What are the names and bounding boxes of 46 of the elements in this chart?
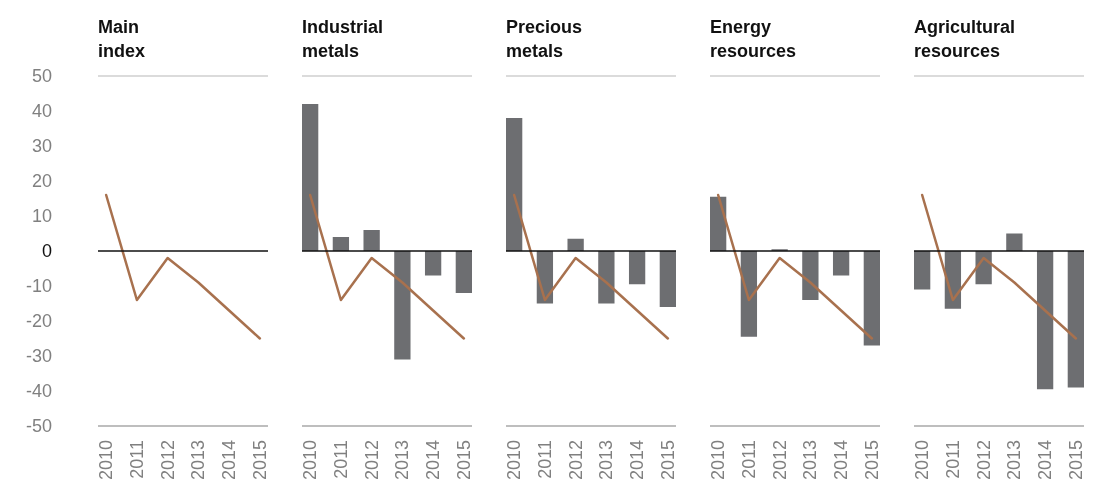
x-tick-label: 2011: [534, 440, 555, 479]
x-tick-label: 2010: [708, 440, 729, 481]
y-tick-label: 30: [31, 136, 52, 156]
x-tick-label: 2012: [157, 440, 178, 481]
x-tick-label: 2012: [565, 440, 586, 481]
x-tick-label: 2012: [769, 440, 790, 481]
y-tick-label: -40: [25, 381, 52, 401]
y-tick-label: 50: [31, 66, 52, 86]
x-tick-label: 2012: [361, 440, 382, 481]
x-tick-label: 2013: [596, 440, 617, 481]
x-tick-label: 2015: [861, 440, 882, 481]
x-tick-label: 2011: [942, 440, 963, 479]
chart-title: Precious metals: [506, 17, 583, 61]
y-tick-label: 10: [31, 206, 52, 226]
x-tick-label: 2012: [973, 440, 994, 481]
x-tick-label: 2013: [188, 440, 209, 481]
chart-title: Agricultural resources: [914, 17, 1016, 61]
x-tick-label: 2014: [1035, 440, 1056, 481]
x-tick-label: 2013: [800, 440, 821, 481]
y-tick-label: 20: [31, 171, 52, 191]
chart-title: Energy resources: [710, 17, 797, 61]
x-tick-label: 2013: [392, 440, 413, 481]
x-tick-label: 2010: [504, 440, 525, 481]
x-tick-label: 2015: [453, 440, 474, 481]
x-tick-label: 2010: [300, 440, 321, 481]
x-tick-label: 2015: [1065, 440, 1086, 481]
y-tick-label: 40: [31, 101, 52, 121]
y-tick-label: -30: [25, 346, 52, 366]
x-tick-label: 2015: [249, 440, 270, 481]
chart-title: Industrial metals: [302, 17, 384, 61]
x-tick-label: 2014: [627, 440, 648, 481]
x-tick-label: 2014: [831, 440, 852, 481]
y-tick-label: 0: [41, 241, 52, 261]
x-tick-label: 2014: [219, 440, 240, 481]
chart-title: Main index: [98, 17, 146, 61]
x-tick-label: 2015: [657, 440, 678, 481]
x-tick-label: 2011: [126, 440, 147, 479]
y-tick-label: -20: [25, 311, 52, 331]
x-tick-label: 2011: [738, 440, 759, 479]
x-tick-label: 2013: [1004, 440, 1025, 481]
y-tick-label: -50: [25, 416, 52, 436]
x-tick-label: 2010: [96, 440, 117, 481]
y-tick-label: -10: [25, 276, 52, 296]
x-tick-label: 2014: [423, 440, 444, 481]
x-tick-label: 2010: [912, 440, 933, 481]
x-tick-label: 2011: [330, 440, 351, 479]
